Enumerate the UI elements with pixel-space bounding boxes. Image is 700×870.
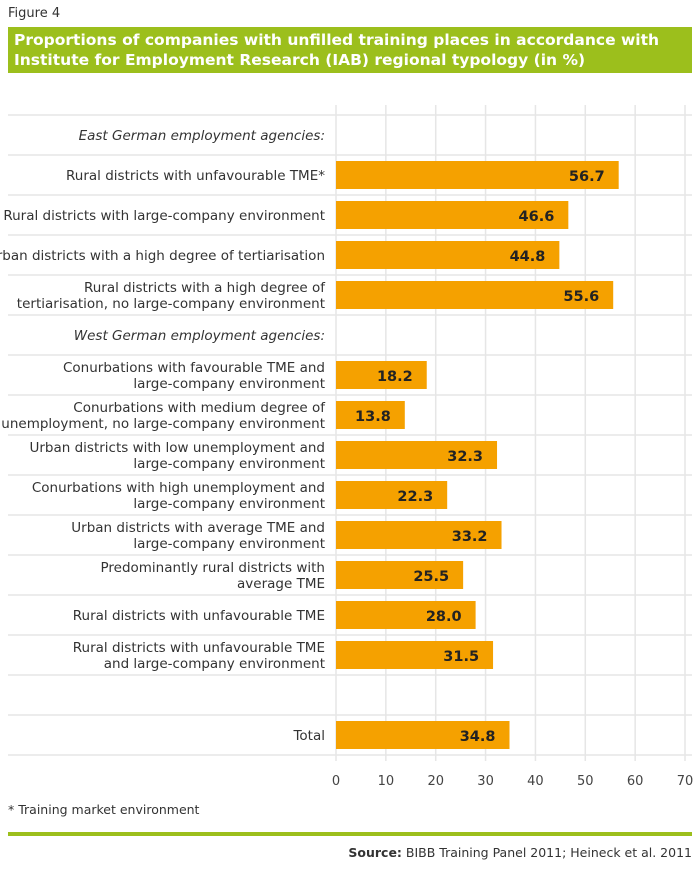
bar <box>336 161 619 189</box>
data-label: 13.8 <box>355 409 391 425</box>
category-label: Urban districts with low unemployment an… <box>29 440 325 456</box>
category-label: Rural districts with unfavourable TME* <box>66 168 325 184</box>
bar <box>336 401 405 429</box>
bar <box>336 481 448 509</box>
category-label: unemployment, no large-company environme… <box>1 416 325 432</box>
bar <box>336 241 560 269</box>
data-label: 25.5 <box>413 569 449 585</box>
x-tick-label: 40 <box>527 774 544 789</box>
category-label: Rural districts with a high degree of <box>84 280 326 296</box>
bar <box>336 281 614 309</box>
category-label: Predominantly rural districts with <box>100 560 325 576</box>
category-label: large-company environment <box>133 536 325 552</box>
x-tick-label: 20 <box>427 774 444 789</box>
bar <box>336 641 494 669</box>
data-label: 46.6 <box>519 209 555 225</box>
group-heading: West German employment agencies: <box>74 328 325 344</box>
bar <box>336 601 476 629</box>
category-label: Total <box>292 728 325 744</box>
category-label: Rural districts with large-company envir… <box>3 208 325 224</box>
category-label: tertiarisation, no large-company environ… <box>17 296 325 312</box>
category-label: large-company environment <box>133 496 325 512</box>
category-label: average TME <box>237 576 325 592</box>
figure-label: Figure 4 <box>8 6 61 21</box>
source-text: BIBB Training Panel 2011; Heineck et al.… <box>401 845 692 860</box>
category-label: Conurbations with favourable TME and <box>63 360 325 376</box>
x-tick-label: 30 <box>477 774 494 789</box>
source-line: Source: BIBB Training Panel 2011; Heinec… <box>348 845 692 860</box>
category-label: large-company environment <box>133 376 325 392</box>
data-label: 31.5 <box>443 649 479 665</box>
category-label: Urban districts with average TME and <box>71 520 325 536</box>
data-label: 44.8 <box>510 249 546 265</box>
category-label: Conurbations with medium degree of <box>73 400 326 416</box>
bar <box>336 441 498 469</box>
source-label: Source: <box>348 845 402 860</box>
bar <box>336 521 502 549</box>
data-label: 55.6 <box>563 289 599 305</box>
data-label: 18.2 <box>377 369 413 385</box>
data-label: 28.0 <box>426 609 462 625</box>
data-label: 34.8 <box>460 729 496 745</box>
category-label: and large-company environment <box>104 656 325 672</box>
data-label: 32.3 <box>447 449 483 465</box>
x-tick-label: 70 <box>677 774 694 789</box>
bar <box>336 361 427 389</box>
divider <box>8 832 692 836</box>
category-label: Urban districts with a high degree of te… <box>0 248 325 264</box>
bar <box>336 201 569 229</box>
bar-chart: 0 10 20 30 40 50 60 70 East German employment ag… <box>0 105 694 789</box>
data-label: 33.2 <box>452 529 488 545</box>
data-label: 22.3 <box>397 489 433 505</box>
category-label: Rural districts with unfavourable TME <box>73 608 325 624</box>
x-tick-label: 60 <box>627 774 644 789</box>
title-line-1: Proportions of companies with unfilled t… <box>14 31 660 49</box>
title-line-2: Institute for Employment Research (IAB) … <box>14 51 586 69</box>
x-tick-label: 10 <box>378 774 395 789</box>
x-tick-label: 0 <box>332 774 340 789</box>
chart-title: Proportions of companies with unfilled t… <box>8 27 692 73</box>
group-heading: East German employment agencies: <box>79 128 325 144</box>
data-label: 56.7 <box>569 169 605 185</box>
category-label: Conurbations with high unemployment and <box>32 480 325 496</box>
bar <box>336 721 510 749</box>
x-tick-label: 50 <box>577 774 594 789</box>
category-label: Rural districts with unfavourable TME <box>73 640 325 656</box>
bar <box>336 561 464 589</box>
category-label: large-company environment <box>133 456 325 472</box>
footnote: * Training market environment <box>8 802 200 817</box>
